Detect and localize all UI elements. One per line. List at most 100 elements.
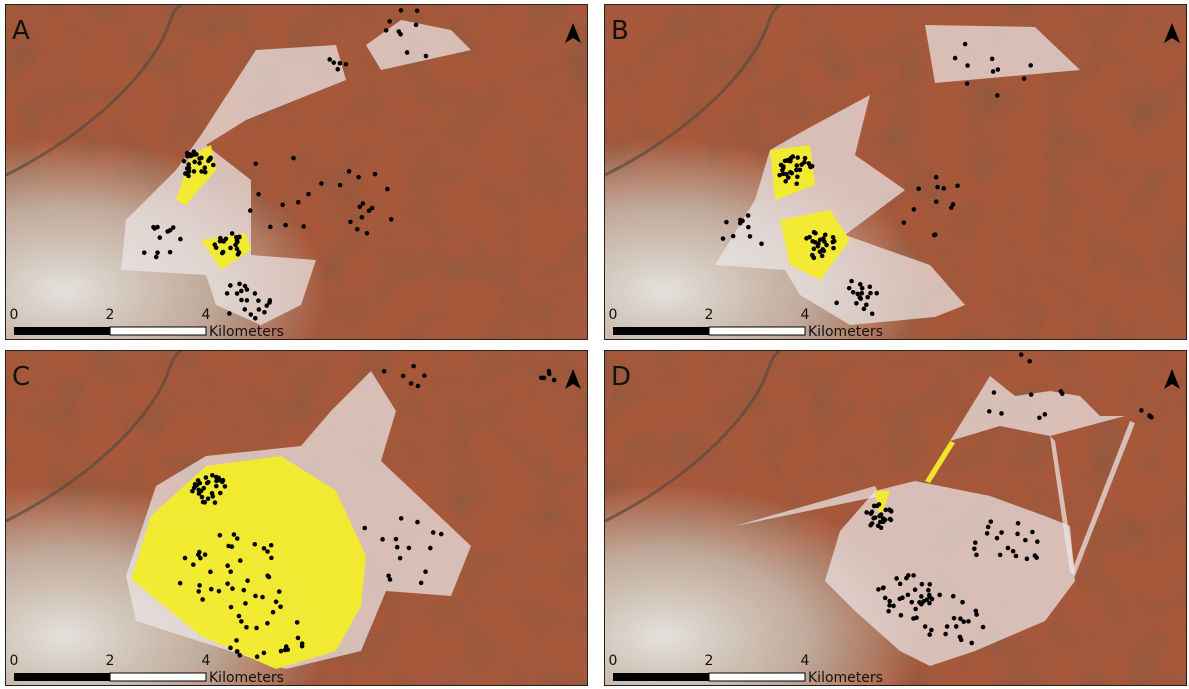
figure: A024Kilometers B024Kilometers C024Kilome…	[0, 0, 1189, 689]
location-point	[237, 235, 242, 240]
location-point	[1028, 63, 1033, 68]
location-point	[230, 231, 235, 236]
panel-label: A	[12, 16, 30, 46]
location-point	[1034, 555, 1039, 560]
location-point	[422, 373, 427, 378]
location-point	[208, 570, 213, 575]
location-point	[398, 556, 403, 561]
map-panel: C024Kilometers	[5, 350, 588, 686]
location-point	[203, 552, 208, 557]
location-point	[241, 588, 246, 593]
location-point	[927, 601, 932, 606]
location-point	[202, 165, 207, 170]
scale-bar-black	[14, 327, 110, 335]
location-point	[431, 530, 436, 535]
location-point	[803, 156, 808, 161]
location-point	[746, 213, 751, 218]
location-point	[795, 155, 800, 160]
location-point	[348, 220, 353, 225]
location-point	[419, 581, 424, 586]
location-point	[862, 307, 867, 312]
location-point	[428, 546, 433, 551]
location-point	[958, 616, 963, 621]
location-point	[365, 231, 370, 236]
location-point	[821, 236, 826, 241]
location-point	[873, 515, 878, 520]
location-point	[952, 616, 957, 621]
location-point	[196, 552, 201, 557]
location-point	[963, 42, 968, 47]
location-point	[943, 632, 948, 637]
location-point	[248, 312, 253, 317]
location-point	[1029, 392, 1034, 397]
location-point	[1035, 539, 1040, 544]
location-point	[411, 364, 416, 369]
location-point	[872, 504, 877, 509]
location-point	[221, 250, 226, 255]
scale-tick-label: 4	[202, 307, 211, 323]
location-point	[746, 225, 751, 230]
location-point	[974, 553, 979, 558]
location-point	[929, 628, 934, 633]
location-point	[300, 641, 305, 646]
location-point	[206, 159, 211, 164]
location-point	[199, 169, 204, 174]
location-point	[898, 582, 903, 587]
location-point	[960, 600, 965, 605]
location-point	[966, 619, 971, 624]
location-point	[183, 556, 188, 561]
location-point	[384, 28, 389, 33]
location-point	[239, 619, 244, 624]
location-point	[985, 531, 990, 536]
location-point	[996, 67, 1001, 72]
location-point	[223, 484, 228, 489]
location-point	[262, 546, 267, 551]
location-point	[232, 532, 237, 537]
location-point	[738, 218, 743, 223]
location-point	[306, 192, 311, 197]
location-point	[192, 149, 197, 154]
location-point	[244, 625, 249, 630]
location-point	[280, 203, 285, 208]
location-point	[721, 236, 726, 241]
scale-tick-label: 0	[10, 307, 19, 323]
location-point	[399, 516, 404, 521]
location-point	[781, 172, 786, 177]
location-point	[239, 298, 244, 303]
location-point	[1023, 538, 1028, 543]
location-point	[256, 192, 261, 197]
location-point	[235, 649, 240, 654]
location-point	[876, 587, 881, 592]
location-point	[373, 172, 378, 177]
location-point	[897, 597, 902, 602]
location-point	[296, 200, 301, 205]
location-point	[986, 525, 991, 530]
location-point	[813, 240, 818, 245]
location-point	[225, 581, 230, 586]
location-point	[256, 298, 261, 303]
location-point	[989, 519, 994, 524]
location-point	[932, 233, 937, 238]
location-point	[237, 614, 242, 619]
location-point	[338, 183, 343, 188]
location-point	[937, 593, 942, 598]
location-point	[935, 185, 940, 190]
scale-bar-white	[709, 673, 805, 681]
location-point	[206, 496, 211, 501]
location-point	[807, 161, 812, 166]
location-point	[945, 624, 950, 629]
location-point	[864, 302, 869, 307]
scale-tick-label: 0	[10, 653, 19, 669]
scale-unit: Kilometers	[209, 670, 284, 686]
location-point	[269, 543, 274, 548]
location-point	[157, 235, 162, 240]
location-point	[973, 540, 978, 545]
scale-bar-white	[110, 673, 206, 681]
location-point	[999, 411, 1004, 416]
location-point	[854, 301, 859, 306]
location-point	[155, 250, 160, 255]
location-point	[194, 483, 199, 488]
location-point	[912, 207, 917, 212]
location-point	[218, 491, 223, 496]
location-point	[242, 307, 247, 312]
